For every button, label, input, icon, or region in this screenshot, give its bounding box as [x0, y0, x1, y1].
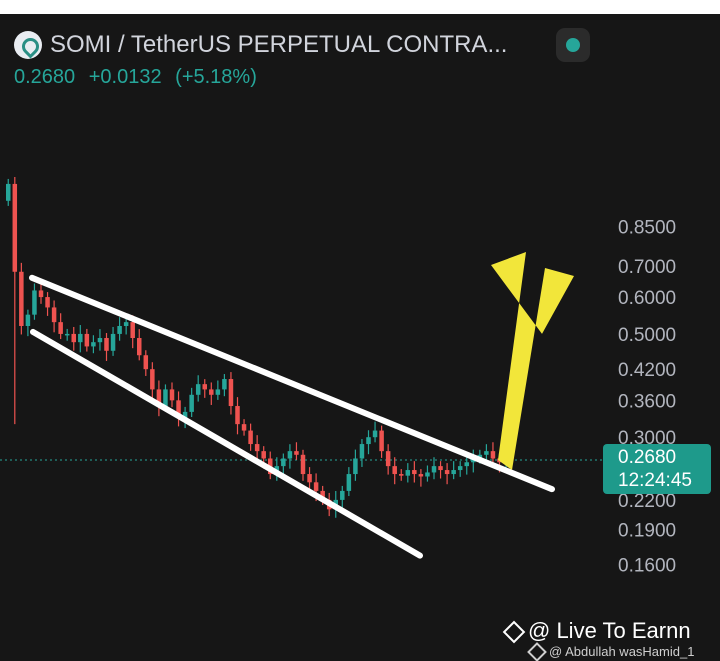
price-axis-tick-9: 0.1600 [618, 555, 676, 576]
candle [438, 461, 443, 479]
candle [392, 457, 397, 485]
candle [71, 326, 76, 351]
candle [169, 382, 175, 408]
candle [405, 463, 411, 483]
price-axis-tick-4: 0.4200 [618, 360, 676, 381]
candle [78, 325, 83, 353]
candle [431, 457, 437, 480]
price-axis-tick-7: 0.2200 [618, 491, 676, 512]
candle [281, 453, 286, 475]
candle [372, 421, 378, 443]
candle [222, 374, 227, 397]
candle [143, 350, 149, 376]
candle [294, 442, 299, 460]
status-bar [0, 0, 720, 14]
candle [300, 449, 306, 481]
candle [241, 419, 247, 436]
candle [45, 292, 50, 316]
watermark-credit: @ Abdullah wasHamid_1 [527, 641, 695, 661]
candle [195, 375, 201, 402]
candle [425, 465, 430, 482]
price-axis-tick-3: 0.5000 [618, 325, 676, 346]
price-axis-tick-0: 0.8500 [618, 218, 676, 239]
candle [91, 335, 96, 354]
price-summary: 0.2680 +0.0132 (+5.18%) [14, 66, 265, 89]
candle [254, 435, 260, 460]
candle [379, 425, 384, 458]
candle [215, 380, 221, 400]
candle [359, 439, 365, 467]
price-change: +0.0132 [88, 66, 162, 88]
candle [104, 333, 109, 361]
market-status-button[interactable] [556, 28, 590, 62]
candle [12, 176, 18, 425]
candle [64, 328, 70, 341]
candle [444, 463, 450, 485]
price-axis-tick-5: 0.3600 [618, 391, 676, 412]
candle [340, 485, 345, 511]
price-axis-tick-6: 0.3000 [618, 428, 676, 449]
candle [176, 391, 181, 427]
binance-square-logo-icon [504, 622, 522, 640]
candle [137, 329, 142, 361]
candle [6, 178, 11, 206]
current-price-tag: 0.2680 12:24:45 [603, 444, 711, 494]
bar-countdown: 12:24:45 [618, 470, 692, 491]
symbol-name: SOMI / TetherUS PERPETUAL CONTRA... [50, 31, 508, 58]
candle [287, 444, 293, 469]
candle [385, 444, 391, 475]
candle [307, 467, 312, 491]
candle [457, 461, 463, 477]
binance-small-logo-icon [527, 641, 547, 661]
candle [399, 469, 404, 481]
candle [110, 326, 116, 356]
candle [84, 328, 90, 352]
wedge-upper-trendline [29, 274, 555, 493]
candle [346, 467, 352, 497]
watermark: @ Live To Earnn [504, 618, 691, 644]
candle [97, 329, 103, 351]
candle [235, 397, 240, 435]
candle [123, 317, 129, 335]
watermark-sub: @ Abdullah wasHamid_1 [549, 644, 695, 659]
current-price-value: 0.2680 [618, 447, 677, 468]
candle [32, 283, 37, 320]
candle [117, 317, 122, 341]
candle [418, 469, 424, 487]
last-price: 0.2680 [14, 66, 76, 88]
wedge-lower-trendline [30, 328, 423, 559]
symbol-title[interactable]: SOMI / TetherUS PERPETUAL CONTRA... [14, 28, 507, 62]
breakout-arrow-icon [491, 252, 574, 470]
candle [202, 379, 207, 398]
candle [484, 444, 489, 462]
candle [25, 309, 31, 337]
candle [353, 449, 358, 481]
price-axis-tick-1: 0.7000 [618, 257, 676, 278]
candle [189, 387, 194, 418]
watermark-main: @ Live To Earnn [528, 618, 691, 643]
candle [451, 461, 456, 480]
candle [209, 382, 214, 405]
candle [366, 430, 371, 455]
candle [51, 300, 57, 333]
price-axis[interactable]: 0.8500 0.7000 0.6000 0.5000 0.4200 0.3600 0.30… [618, 218, 676, 577]
price-change-percent: (+5.18%) [175, 66, 257, 88]
candle [19, 262, 24, 335]
price-axis-tick-8: 0.1900 [618, 521, 676, 542]
candle [156, 380, 162, 417]
candle [150, 362, 155, 398]
candle [228, 372, 234, 415]
candle [464, 455, 469, 475]
candle [58, 313, 63, 340]
candle [38, 281, 44, 304]
somi-coin-icon [14, 31, 42, 59]
price-axis-tick-2: 0.6000 [618, 288, 676, 309]
candle [412, 461, 417, 483]
candle [248, 423, 253, 451]
candlestick-series [6, 176, 509, 518]
